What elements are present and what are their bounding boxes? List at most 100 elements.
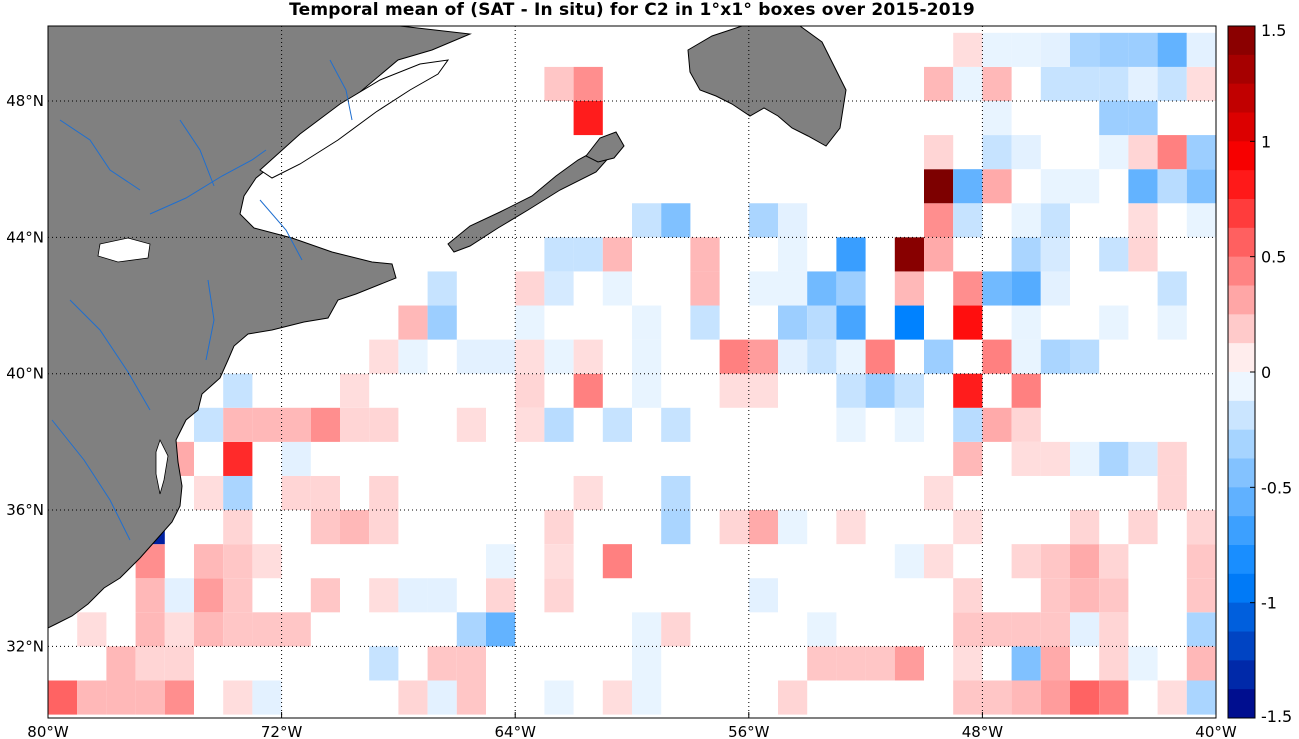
heatmap-cell (953, 612, 983, 647)
heatmap-cell (1070, 441, 1100, 476)
heatmap-cell (953, 271, 983, 306)
heatmap-cell (982, 612, 1012, 647)
heatmap-cell (953, 578, 983, 613)
heatmap-cell (632, 646, 662, 681)
lon-tick-label: 48°W (962, 723, 1004, 739)
heatmap-cell (1186, 510, 1216, 545)
heatmap-cell (456, 612, 486, 647)
heatmap-cell (77, 680, 107, 715)
heatmap-cell (369, 646, 399, 681)
heatmap-cell (924, 169, 954, 204)
heatmap-cell (1186, 169, 1216, 204)
heatmap-cell (807, 612, 837, 647)
heatmap-cell (748, 578, 778, 613)
heatmap-cell (661, 203, 691, 238)
heatmap-cell (953, 305, 983, 340)
heatmap-cell (1011, 339, 1041, 374)
heatmap-cell (1070, 510, 1100, 545)
heatmap-cell (544, 544, 574, 579)
heatmap-cell (1157, 66, 1187, 101)
heatmap-cell (310, 475, 340, 511)
heatmap-cell (807, 339, 837, 374)
lon-tick-label: 64°W (494, 723, 536, 739)
heatmap-cell (310, 407, 340, 442)
heatmap-cell (924, 135, 954, 170)
heatmap-cell (1099, 612, 1129, 647)
colorbar-segment (1228, 343, 1255, 373)
heatmap-cell (223, 680, 253, 715)
heatmap-cell (310, 578, 340, 613)
heatmap-cell (778, 271, 808, 306)
colorbar-segment (1228, 660, 1255, 690)
heatmap-cell (894, 271, 924, 306)
heatmap-cell (1070, 612, 1100, 647)
heatmap-cell (77, 612, 107, 647)
heatmap-cell (1157, 271, 1187, 306)
heatmap-cell (1186, 32, 1216, 67)
heatmap-cell (398, 680, 428, 715)
heatmap-cell (1157, 169, 1187, 204)
chesapeake-bay (155, 438, 169, 495)
heatmap-cell (1011, 373, 1041, 408)
heatmap-cell (1157, 32, 1187, 67)
heatmap-cell (602, 237, 632, 272)
colorbar-segment (1228, 400, 1255, 431)
heatmap-cell (544, 66, 574, 101)
heatmap-cell (1011, 441, 1041, 476)
heatmap-cell (252, 680, 282, 715)
heatmap-cell (982, 32, 1012, 67)
heatmap-cell (1040, 32, 1070, 67)
heatmap-cell (1157, 475, 1187, 511)
heatmap-cell (632, 339, 662, 374)
heatmap-cell (573, 373, 603, 408)
heatmap-cell (1128, 32, 1158, 67)
heatmap-cell (340, 407, 370, 442)
heatmap-cell (1128, 646, 1158, 681)
colorbar-segment (1228, 631, 1255, 661)
heatmap-cell (778, 339, 808, 374)
heatmap-cell (544, 407, 574, 442)
heatmap-cell (281, 475, 311, 511)
heatmap-cell (1070, 544, 1100, 579)
heatmap-cell (1040, 544, 1070, 579)
heatmap-cell (369, 578, 399, 613)
heatmap-cell (135, 612, 165, 647)
river-7 (329, 59, 353, 121)
heatmap-cell (748, 373, 778, 408)
heatmap-cell (398, 578, 428, 613)
heatmap-cell (486, 544, 516, 579)
heatmap-cell (1128, 237, 1158, 272)
heatmap-cell (894, 544, 924, 579)
heatmap-cell (836, 407, 866, 442)
colorbar-segment (1228, 458, 1255, 488)
heatmap-cell (194, 544, 224, 579)
heatmap-cell (1040, 203, 1070, 238)
heatmap-cell (778, 203, 808, 238)
lat-tick-label: 36°N (6, 501, 44, 519)
colorbar-segment (1228, 487, 1255, 517)
cape-breton (585, 131, 625, 163)
heatmap-cell (194, 407, 224, 442)
colorbar-segment (1228, 285, 1255, 315)
heatmap-cell (544, 339, 574, 374)
heatmap-cell (398, 339, 428, 374)
heatmap-cell (281, 441, 311, 476)
heatmap-cell (719, 510, 749, 545)
heatmap-cell (982, 66, 1012, 101)
heatmap-cell (1011, 646, 1041, 681)
heatmap-cell (1186, 680, 1216, 715)
heatmap-cell (1128, 510, 1158, 545)
heatmap-cell (778, 305, 808, 340)
heatmap-cell (223, 578, 253, 613)
heatmap-cell (573, 100, 603, 136)
colorbar-segment (1228, 314, 1255, 344)
heatmap-cell (456, 680, 486, 715)
heatmap-cell (281, 407, 311, 442)
heatmap-cell (456, 646, 486, 681)
river-st-lawrence (149, 149, 267, 215)
colorbar-segment (1228, 26, 1255, 56)
heatmap-cell (1186, 135, 1216, 170)
heatmap-cell (1128, 169, 1158, 204)
lat-tick-label: 40°N (6, 365, 44, 383)
heatmap-cell (1186, 203, 1216, 238)
